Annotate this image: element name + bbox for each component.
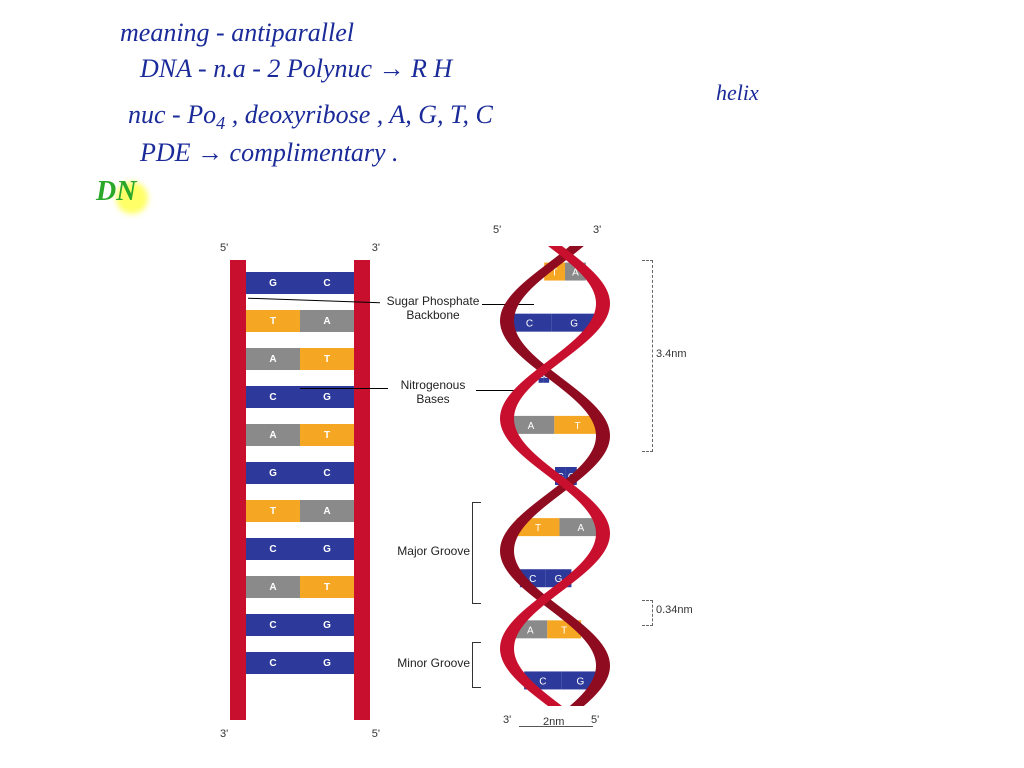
svg-text:C: C: [526, 319, 533, 330]
base-G: G: [246, 462, 300, 484]
base-C: C: [246, 538, 300, 560]
base-C: C: [246, 386, 300, 408]
base-T: T: [300, 348, 354, 370]
ladder-rung: CG: [246, 652, 354, 674]
ladder-rung: GC: [246, 462, 354, 484]
base-A: A: [246, 348, 300, 370]
svg-text:A: A: [528, 421, 535, 432]
hw-line-helix: helix: [716, 80, 759, 106]
helix-3prime-bl: 3': [503, 714, 511, 726]
ladder-rung: CG: [246, 386, 354, 408]
base-T: T: [300, 424, 354, 446]
svg-text:T: T: [575, 421, 581, 432]
svg-text:C: C: [539, 676, 546, 687]
base-C: C: [300, 462, 354, 484]
bracket-rise: [642, 600, 653, 626]
helix-svg: TACGGCATGCTACGATCG: [475, 230, 645, 730]
base-G: G: [246, 272, 300, 294]
measure-pitch: 3.4nm: [656, 348, 687, 360]
base-T: T: [300, 576, 354, 598]
base-A: A: [246, 424, 300, 446]
helix-rung: TA: [517, 518, 603, 536]
svg-text:A: A: [578, 523, 585, 534]
line-bases-left: [300, 388, 388, 389]
ladder-5prime-tl: 5': [220, 242, 228, 254]
base-T: T: [246, 310, 300, 332]
label-minor: Minor Groove: [386, 656, 470, 670]
base-T: T: [246, 500, 300, 522]
hw-line-3: nuc - Po4 , deoxyribose , A, G, T, C: [128, 100, 493, 134]
base-C: C: [246, 652, 300, 674]
helix-5prime-br: 5': [591, 714, 599, 726]
svg-text:T: T: [561, 625, 567, 636]
base-G: G: [300, 386, 354, 408]
svg-text:G: G: [570, 319, 578, 330]
svg-text:T: T: [535, 523, 541, 534]
base-A: A: [300, 310, 354, 332]
base-G: G: [300, 652, 354, 674]
ladder-5prime-br: 5': [372, 728, 380, 740]
measure-rise: 0.34nm: [656, 604, 693, 616]
base-C: C: [300, 272, 354, 294]
hw-line-1: meaning - antiparallel: [120, 18, 354, 48]
helix-rung: AT: [508, 416, 601, 434]
width-arrow: [519, 726, 593, 727]
ladder-rung: AT: [246, 348, 354, 370]
ladder-3prime-tr: 3': [372, 242, 380, 254]
base-G: G: [300, 538, 354, 560]
ladder-rung: GC: [246, 272, 354, 294]
base-G: G: [300, 614, 354, 636]
dna-diagram: 5' 3' GCTAATCGATGCTACGATCGCG 3' 5' Sugar…: [210, 230, 810, 758]
ladder-3prime-bl: 3': [220, 728, 228, 740]
ladder-rung: CG: [246, 538, 354, 560]
ladder-rung: CG: [246, 614, 354, 636]
ladder-rail-right: [354, 260, 370, 720]
ladder-rail-left: [230, 260, 246, 720]
ladder-rung: AT: [246, 576, 354, 598]
bracket-pitch: [642, 260, 653, 452]
hw-green: DN: [96, 176, 136, 208]
base-C: C: [246, 614, 300, 636]
base-A: A: [300, 500, 354, 522]
ladder-rung: TA: [246, 500, 354, 522]
ladder-rung: TA: [246, 310, 354, 332]
label-major: Major Groove: [386, 544, 470, 558]
svg-text:G: G: [577, 676, 585, 687]
hw-line-4: PDE → complimentary .: [140, 138, 399, 168]
label-backbone: Sugar PhosphateBackbone: [378, 294, 488, 323]
helix-rung: CG: [507, 314, 597, 332]
ladder-rung: AT: [246, 424, 354, 446]
hw-line-2: DNA - n.a - 2 Polynuc → R H: [140, 54, 452, 84]
svg-text:A: A: [527, 625, 534, 636]
label-bases: NitrogenousBases: [388, 378, 478, 407]
base-A: A: [246, 576, 300, 598]
